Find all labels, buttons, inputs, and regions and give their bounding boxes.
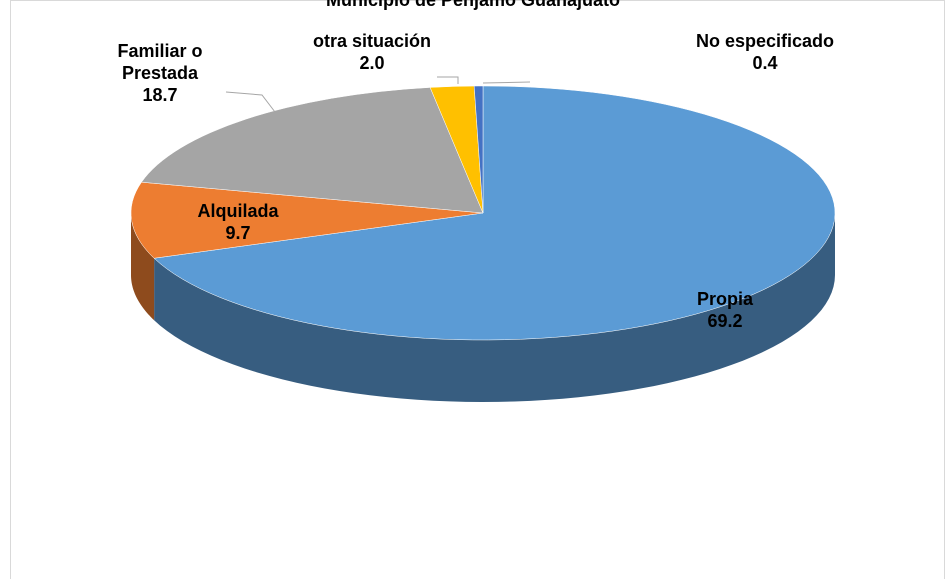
pie-slice (130, 181, 484, 259)
data-label: Propia 69.2 (655, 288, 795, 332)
pie-side (154, 213, 835, 402)
pie (130, 85, 836, 402)
leader-line (482, 81, 531, 84)
category-label: Alquilada (197, 201, 279, 221)
data-label: No especificado 0.4 (685, 30, 845, 74)
pie-slice (153, 85, 836, 341)
leader-line (437, 76, 459, 84)
value-label: 2.0 (359, 53, 385, 73)
category-label: No especificado (695, 31, 835, 51)
data-label: Familiar o Prestada 18.7 (90, 40, 230, 106)
value-label: 18.7 (142, 85, 178, 105)
leader-line (225, 91, 276, 113)
data-label: otra situación 2.0 (307, 30, 437, 74)
category-label: otra situación (312, 31, 432, 51)
category-label: Familiar o Prestada (117, 41, 203, 83)
chart-title: Municipio de Pénjamo Guanajuato (325, 0, 621, 10)
pie-slice (141, 87, 484, 214)
value-label: 0.4 (752, 53, 778, 73)
data-label: Alquilada 9.7 (168, 200, 308, 244)
category-label: Propia (696, 289, 753, 309)
value-label: 9.7 (225, 223, 251, 243)
chart-frame (10, 0, 945, 579)
pie-slice (473, 85, 484, 214)
pie-side (131, 213, 155, 321)
value-label: 69.2 (707, 311, 743, 331)
